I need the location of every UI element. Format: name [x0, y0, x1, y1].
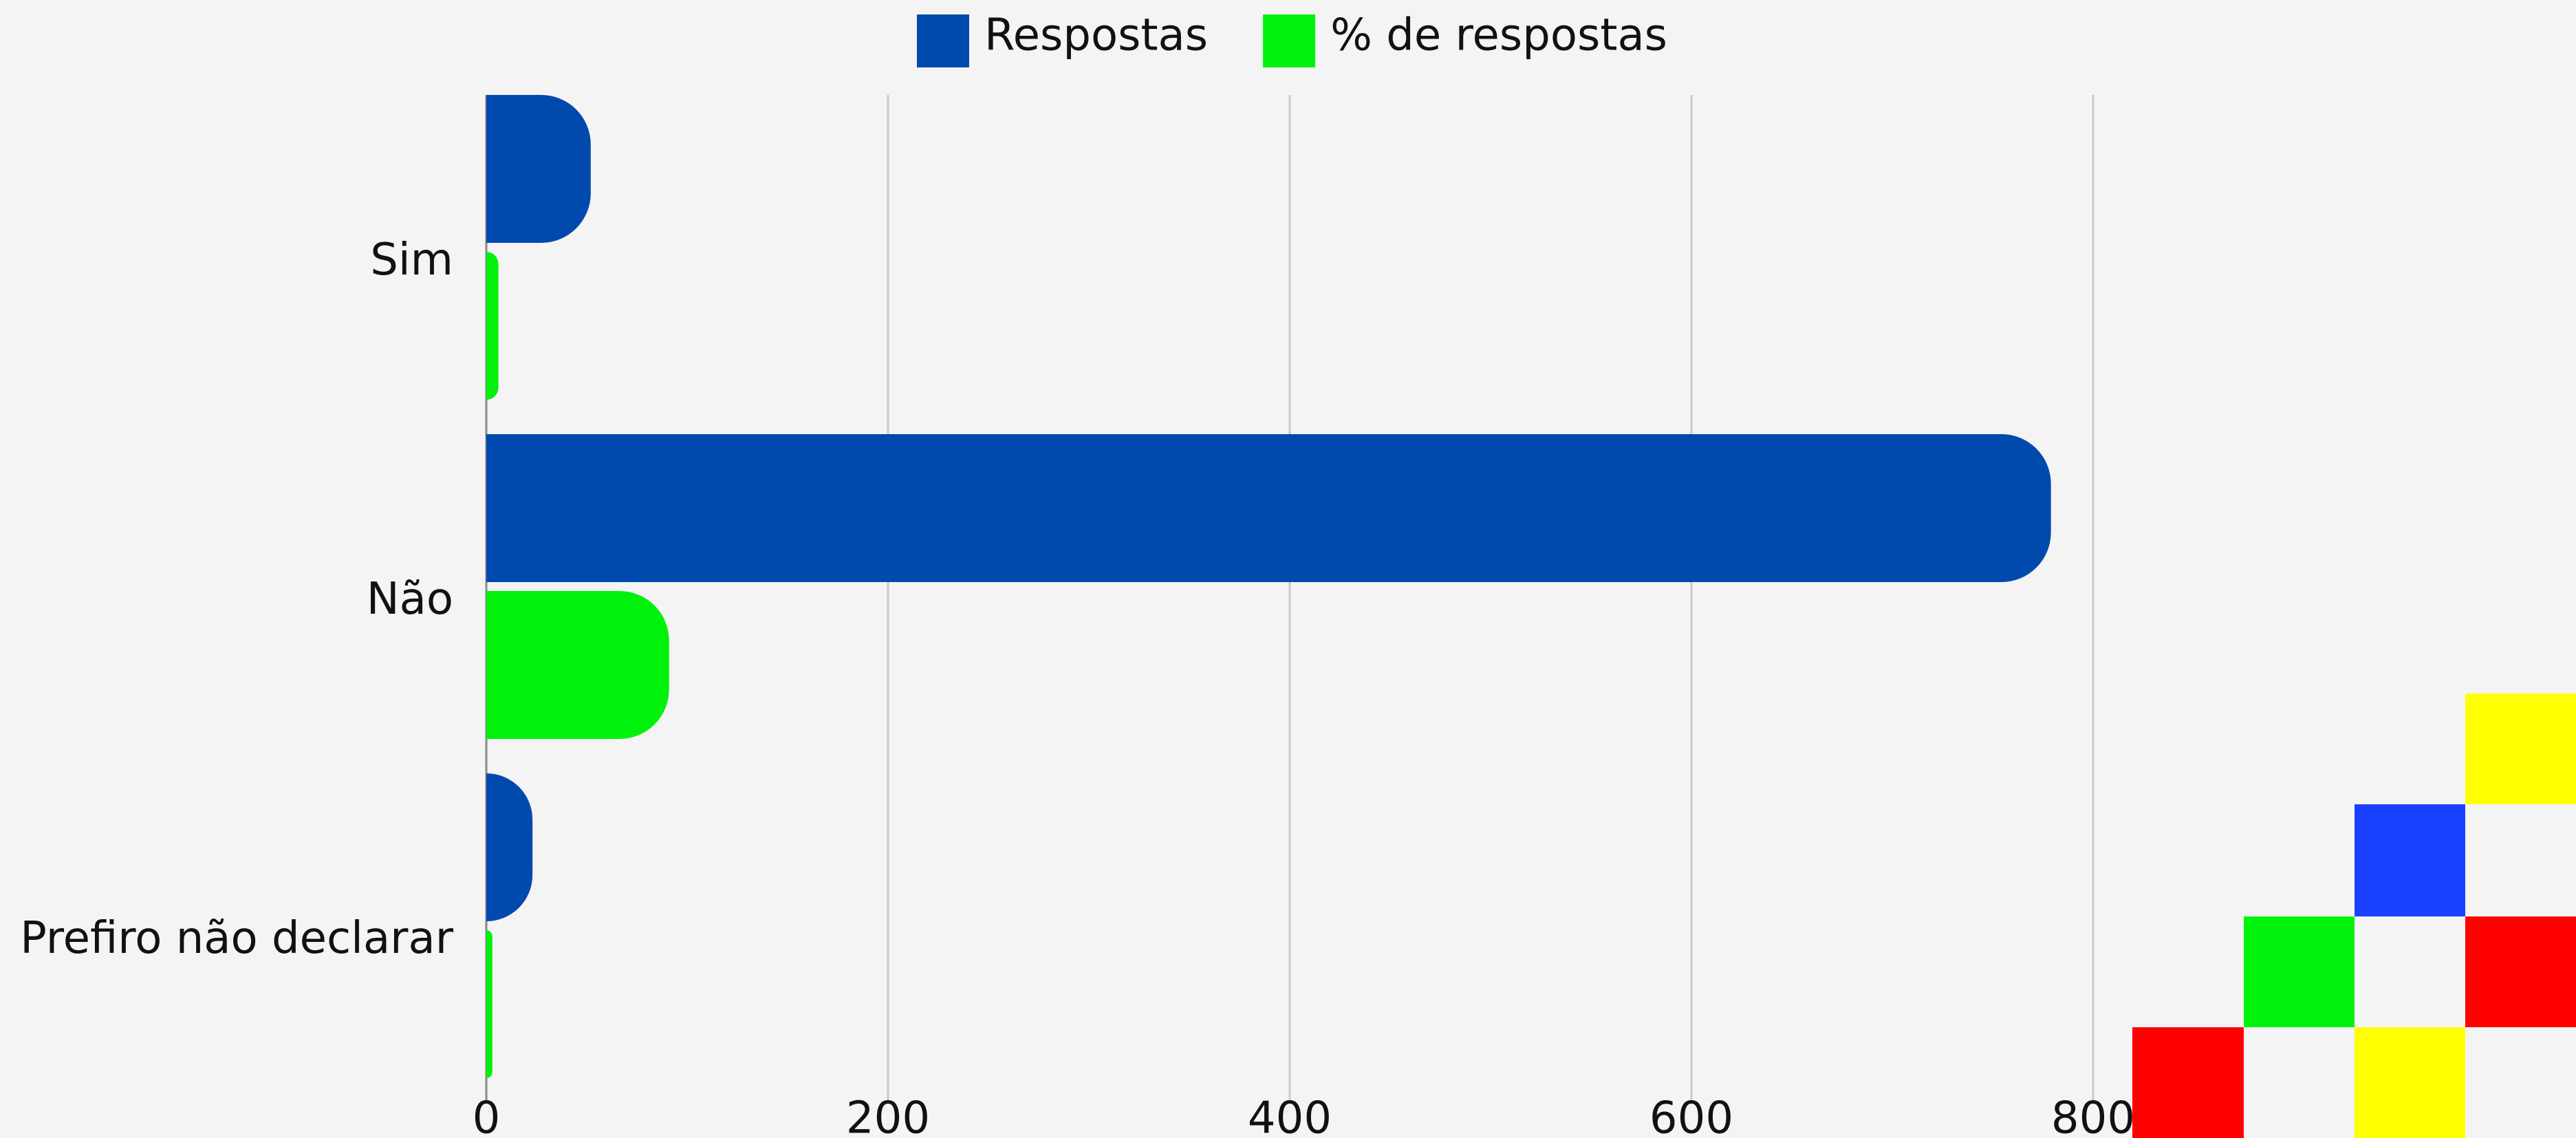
x-tick-label: 800: [2051, 1093, 2135, 1138]
deco-square: [2244, 916, 2355, 1027]
bar: [486, 95, 591, 243]
x-tick-label: 400: [1248, 1093, 1332, 1138]
bar: [486, 434, 2051, 582]
decoration: [2132, 694, 2576, 1138]
bar: [486, 591, 669, 739]
bar: [486, 930, 493, 1078]
deco-square: [2465, 916, 2576, 1027]
x-tick-label: 200: [846, 1093, 930, 1138]
legend-label: Respostas: [984, 10, 1208, 61]
y-tick-label: Prefiro não declarar: [20, 913, 453, 964]
deco-square: [2132, 1027, 2244, 1138]
x-tick-label: 600: [1649, 1093, 1733, 1138]
legend-swatch: [1263, 14, 1316, 67]
deco-square: [2465, 694, 2576, 804]
bar: [486, 773, 533, 921]
bar: [486, 252, 499, 400]
x-tick-label: 0: [473, 1093, 501, 1138]
deco-square: [2355, 1027, 2465, 1138]
plot: 0 200 400 600 800 Sim Não Prefiro não declarar R…: [20, 10, 2135, 1138]
legend-label: % de respostas: [1330, 10, 1667, 61]
y-tick-label: Sim: [370, 235, 453, 286]
deco-square: [2355, 804, 2465, 916]
legend-swatch: [917, 14, 969, 67]
y-tick-label: Não: [367, 574, 453, 625]
